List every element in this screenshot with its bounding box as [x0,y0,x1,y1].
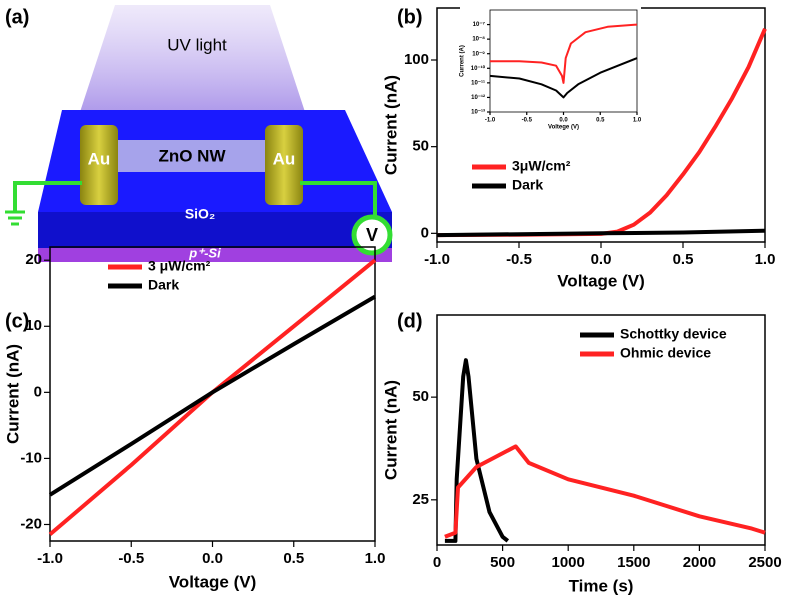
y-tick-label: 10⁻¹⁰ [471,65,486,72]
substrate-label: p⁺-Si [188,245,221,260]
panel-label: (d) [397,310,423,332]
x-tick-label: -0.5 [522,117,533,123]
x-tick-label: 0.0 [591,251,612,268]
data-line [444,444,766,539]
x-axis-label: Voltage (V) [169,572,257,591]
legend-label: Dark [512,177,543,193]
legend-label: Ohmic device [620,345,711,361]
contact-label: Au [88,149,111,168]
y-axis-label: Current (nA) [3,344,22,444]
data-line [48,294,377,497]
x-tick-label: -1.0 [37,550,63,567]
substrate [38,248,392,262]
x-tick-label: 0.5 [283,550,304,567]
y-tick-label: -20 [20,515,42,532]
data-line [489,57,638,99]
data-line [444,358,510,543]
device-diagram: UV light Au Au ZnO NW SiO₂ p⁺-Si V (a) [5,5,393,262]
x-axis-label: Voltege (V) [548,125,579,131]
x-tick-label: 0.5 [673,251,694,268]
x-axis-label: Voltage (V) [557,271,645,290]
panel-label: (c) [5,310,29,332]
x-tick-label: -1.0 [424,251,450,268]
x-tick-label: 0.0 [202,550,223,567]
y-tick-label: 10⁻¹¹ [471,79,485,86]
voltmeter [351,214,393,256]
x-tick-label: -0.5 [118,550,144,567]
y-tick-label: 10⁻⁸ [472,37,485,43]
data-line [48,258,377,536]
y-tick-label: 20 [25,251,42,268]
legend-label: Schottky device [620,326,727,342]
legend-label: 3μW/cm² [512,158,571,174]
y-axis-label: Current (nA) [381,380,400,480]
beam-label: UV light [167,35,227,54]
x-tick-label: 1.0 [755,251,776,268]
wire-left [13,181,82,212]
y-axis-label: Current (nA) [381,75,400,175]
x-tick-label: -0.5 [506,251,532,268]
y-tick-label: 50 [412,388,429,405]
plot-frame [436,314,766,546]
nanowire [100,140,290,172]
x-tick-label: 1.0 [633,117,642,123]
data-line [490,23,638,84]
data-line [436,228,766,238]
layer-label: SiO₂ [185,206,215,222]
y-tick-label: 25 [412,491,429,508]
legend-label: Dark [148,277,179,293]
uv-beam [80,5,305,112]
left-pad [80,125,118,205]
y-tick-label: 10⁻¹² [471,94,485,101]
x-tick-label: 500 [490,554,515,571]
x-tick-label: 2500 [748,554,781,571]
panel-label: (a) [5,6,29,28]
x-tick-label: 1.0 [365,550,386,567]
y-tick-label: 10⁻¹³ [471,109,485,116]
y-tick-label: 50 [412,138,429,155]
x-tick-label: 1000 [552,554,585,571]
y-tick-label: 10⁻⁷ [473,22,486,28]
sio2-front [38,212,392,248]
y-tick-label: 10 [25,317,42,334]
x-tick-label: 1500 [617,554,650,571]
x-tick-label: -1.0 [485,117,496,123]
y-tick-label: 0 [421,224,429,241]
wire-label: ZnO NW [158,146,226,165]
panel-label: (b) [397,6,423,28]
y-tick-label: 0 [34,383,42,400]
x-tick-label: 0.0 [559,117,568,123]
contact-label: Au [273,149,296,168]
x-tick-label: 0 [433,554,441,571]
x-tick-label: 0.5 [596,117,605,123]
wire-right [300,181,377,217]
y-tick-label: 100 [404,51,429,68]
x-axis-label: Time (s) [569,576,634,595]
legend-label: 3 μW/cm² [148,258,211,274]
right-pad [265,125,303,205]
y-tick-label: -10 [20,449,42,466]
y-tick-label: 10⁻⁹ [472,51,485,57]
x-tick-label: 2000 [683,554,716,571]
y-axis-label: Current (A) [460,45,466,77]
meter-label: V [366,225,378,245]
